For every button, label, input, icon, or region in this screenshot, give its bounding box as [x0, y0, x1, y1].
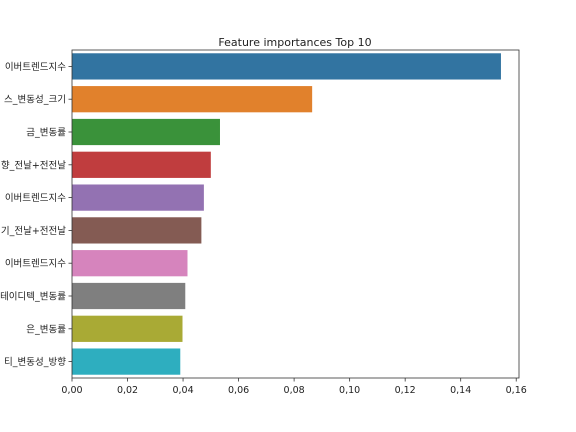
bar-6 [72, 217, 202, 244]
y-axis-ticks: 이버트렌드지수스_변동성_크기금_변동률향_전날+전전날이버트렌드지수기_전날+… [0, 62, 72, 368]
bar-10 [72, 348, 181, 375]
x-tick-label: 0,00 [61, 385, 82, 396]
bars-layer [72, 53, 501, 375]
x-axis-ticks: 0,00 0,02 0,04 0,06 0,08 0,10 0,12 0,14 0,16 [61, 378, 527, 396]
bar-3 [72, 118, 220, 146]
bar-8 [72, 282, 186, 310]
x-tick-label: 0,10 [339, 385, 360, 396]
y-tick-label: 스_변동성_크기 [4, 95, 66, 106]
y-tick-label: 이버트렌드지수 [5, 259, 66, 270]
y-tick-label: 향_전날+전전날 [1, 159, 66, 171]
bar-1 [72, 53, 501, 80]
bar-4 [72, 151, 211, 178]
x-tick-label: 0,02 [117, 385, 138, 396]
x-tick-label: 0,08 [284, 385, 305, 396]
x-tick-label: 0,06 [228, 385, 249, 396]
x-tick-label: 0,12 [395, 385, 416, 396]
bar-2 [72, 86, 313, 113]
y-tick-label: 기_전날+전전날 [1, 226, 66, 237]
chart-title: Feature importances Top 10 [218, 36, 371, 49]
plot-frame [71, 49, 520, 379]
y-tick-label: 이버트렌드지수 [5, 193, 66, 204]
x-tick-label: 0,14 [450, 385, 471, 396]
y-tick-label: 은_변동률 [26, 324, 66, 335]
x-tick-label: 0,16 [506, 385, 527, 396]
y-tick-label: 이버트렌드지수 [5, 62, 66, 73]
y-tick-label: 티_변동성_방향 [4, 356, 66, 368]
bar-9 [72, 315, 183, 342]
bar-7 [72, 250, 188, 277]
bar-5 [72, 184, 204, 211]
x-tick-label: 0,04 [172, 385, 193, 396]
y-tick-label: 테이디텍_변동률 [0, 292, 66, 303]
y-tick-label: 금_변동률 [26, 128, 66, 139]
